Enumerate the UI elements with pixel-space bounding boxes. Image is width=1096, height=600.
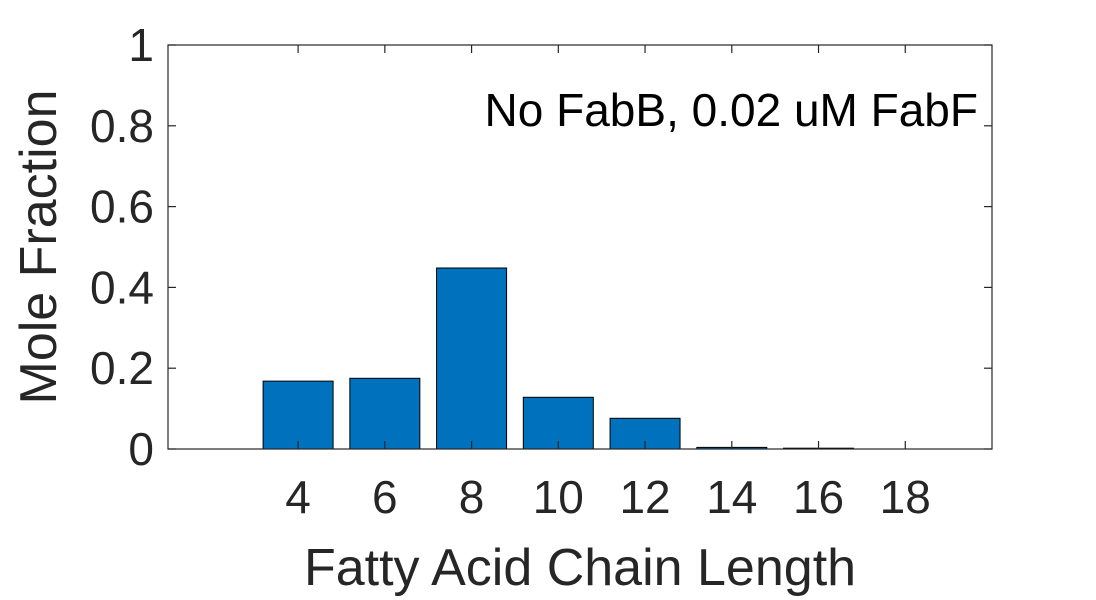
x-ticks-group: 4 6 8 10 12 14 16 18 — [285, 45, 931, 523]
y-tick-label: 0 — [128, 423, 154, 475]
x-tick-label: 12 — [619, 471, 670, 523]
x-tick-label: 4 — [285, 471, 311, 523]
x-tick-label: 10 — [533, 471, 584, 523]
bar-8 — [436, 267, 508, 450]
bar-6 — [349, 377, 421, 450]
bars-group — [262, 267, 855, 450]
chart-annotation: No FabB, 0.02 uM FabF — [485, 84, 978, 136]
y-tick-label: 0.4 — [90, 261, 154, 313]
x-tick-label: 14 — [706, 471, 757, 523]
y-tick-label: 0.2 — [90, 342, 154, 394]
x-axis-label: Fatty Acid Chain Length — [304, 539, 856, 597]
y-ticks-group: 0 0.2 0.4 0.6 0.8 1 — [90, 19, 992, 475]
x-tick-label: 6 — [372, 471, 398, 523]
x-tick-label: 16 — [793, 471, 844, 523]
y-axis-label: Mole Fraction — [10, 90, 68, 405]
bar-4 — [262, 380, 334, 450]
y-tick-label: 1 — [128, 19, 154, 71]
x-tick-label: 18 — [880, 471, 931, 523]
plot-frame — [167, 44, 993, 450]
y-tick-label: 0.8 — [90, 100, 154, 152]
x-tick-label: 8 — [459, 471, 485, 523]
y-tick-label: 0.6 — [90, 181, 154, 233]
